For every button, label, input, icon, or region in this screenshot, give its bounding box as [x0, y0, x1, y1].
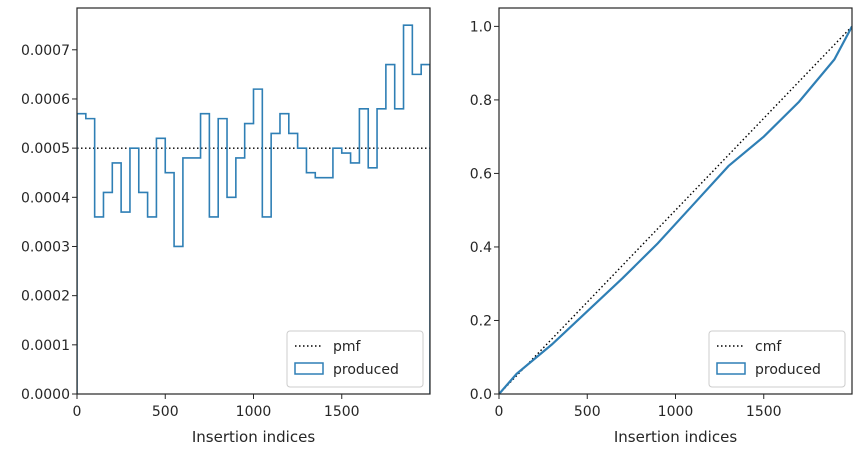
y-tick-label: 0.0 — [470, 387, 492, 403]
legend: cmf produced — [708, 330, 846, 388]
legend-marker-produced — [294, 362, 324, 375]
legend: pmf produced — [286, 330, 424, 388]
x-axis-label: Insertion indices — [192, 428, 315, 446]
y-tick-label: 0.4 — [470, 240, 492, 256]
x-tick-label: 1000 — [658, 404, 694, 420]
legend-label-pmf: pmf — [333, 339, 362, 355]
y-tick-label: 0.0001 — [21, 338, 70, 354]
x-tick-label: 1500 — [746, 404, 782, 420]
legend-box — [286, 330, 424, 388]
y-tick-label: 0.0000 — [21, 387, 70, 403]
series-produced — [77, 24, 430, 394]
y-tick-label: 0.0005 — [21, 141, 70, 157]
legend-label-cmf: cmf — [755, 339, 782, 355]
x-axis-label: Insertion indices — [614, 428, 737, 446]
x-tick-label: 0 — [495, 404, 504, 420]
x-tick-label: 500 — [574, 404, 601, 420]
legend-label-produced: produced — [333, 362, 399, 378]
y-tick-label: 0.0006 — [21, 92, 70, 108]
chart-panel-1: 0.0000 0.0001 0.0002 0.0003 0.0004 0.0005 0.00… — [21, 7, 431, 446]
x-tick-label: 1000 — [236, 404, 272, 420]
y-tick-label: 0.0004 — [21, 190, 70, 206]
x-tick-label: 500 — [152, 404, 179, 420]
y-tick-label: 0.0002 — [21, 289, 70, 305]
y-tick-label: 0.2 — [470, 313, 492, 329]
legend-label-produced: produced — [755, 362, 821, 378]
y-tick-label: 0.0007 — [21, 43, 70, 59]
y-tick-label: 0.0003 — [21, 239, 70, 255]
plot-frame — [76, 7, 431, 395]
y-tick-label: 0.6 — [470, 166, 492, 182]
series-produced — [499, 25, 852, 394]
x-tick-label: 1500 — [324, 404, 360, 420]
series-cmf — [499, 25, 852, 394]
chart-panel-2: 0.0 0.2 0.4 0.6 0.8 1.0 0 500 1000 1500 Insertion … — [470, 7, 853, 446]
plot-frame — [498, 7, 853, 395]
legend-box — [708, 330, 846, 388]
y-tick-label: 0.8 — [470, 93, 492, 109]
x-tick-label: 0 — [73, 404, 82, 420]
y-tick-label: 1.0 — [470, 19, 492, 35]
legend-marker-produced — [716, 362, 746, 375]
